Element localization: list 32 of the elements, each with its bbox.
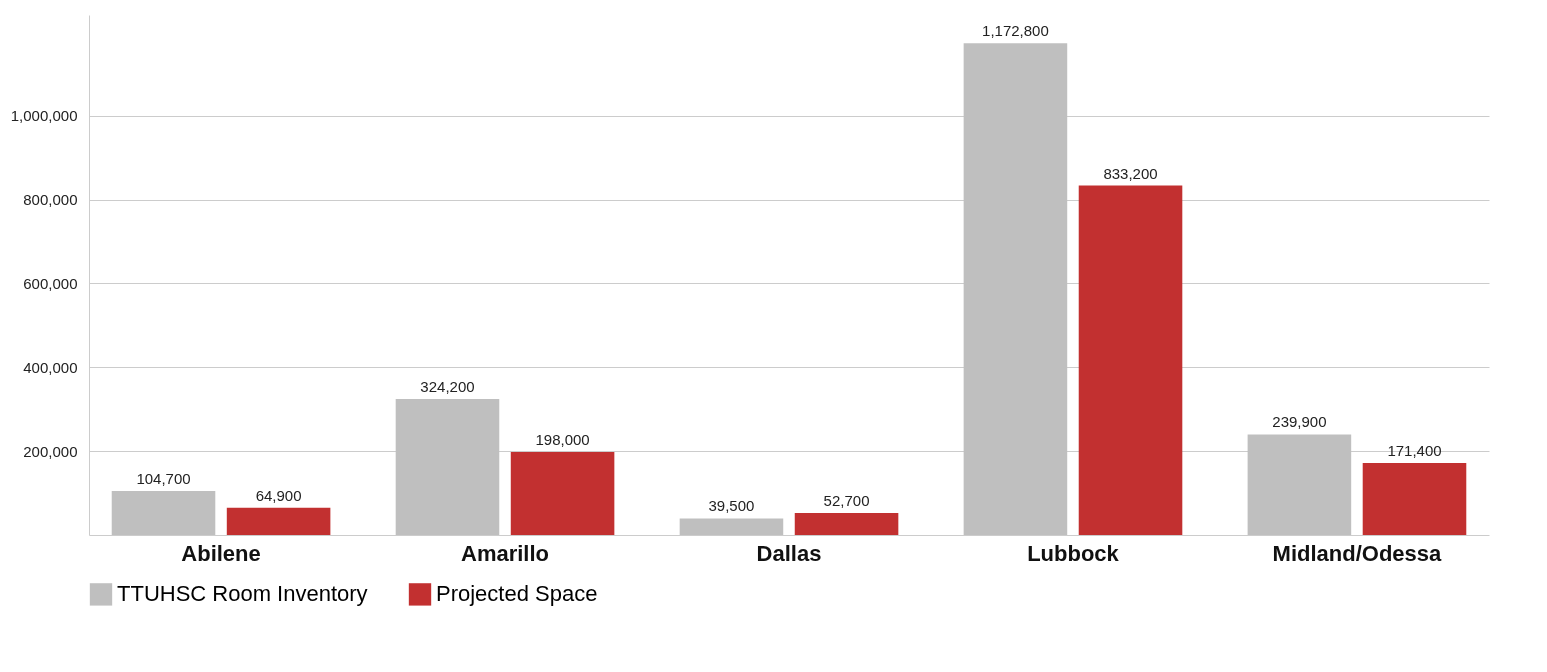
bar [1078,185,1183,535]
y-tick-label: 600,000 [23,274,78,292]
bar [1247,434,1352,535]
y-tick-label: 400,000 [23,358,78,376]
data-label: 324,200 [420,378,475,396]
bar [111,491,216,535]
y-tick-label: 1,000,000 [10,107,78,125]
y-tick-label: 800,000 [23,191,78,209]
bar [510,451,615,535]
data-label: 39,500 [708,497,755,515]
bar [1362,463,1467,535]
bar [679,518,784,535]
data-label: 833,200 [1103,164,1158,182]
legend-label: TTUHSC Room Inventory [117,581,368,607]
legend-label: Projected Space [436,581,598,607]
data-label: 64,900 [255,486,302,504]
bar [963,43,1068,535]
x-tick-label: Dallas [756,540,822,566]
bar [395,399,500,535]
x-tick-label: Abilene [181,540,261,566]
data-label: 1,172,800 [982,22,1049,40]
data-label: 171,400 [1387,442,1442,460]
bar [794,512,899,535]
data-label: 52,700 [823,491,870,509]
x-tick-label: Lubbock [1027,540,1120,566]
x-tick-label: Midland/Odessa [1272,540,1443,566]
y-tick-label: 200,000 [23,442,78,460]
x-tick-label: Amarillo [461,540,550,566]
data-label: 104,700 [136,470,191,488]
bar [226,507,331,535]
data-label: 198,000 [535,430,590,448]
data-label: 239,900 [1272,413,1327,431]
